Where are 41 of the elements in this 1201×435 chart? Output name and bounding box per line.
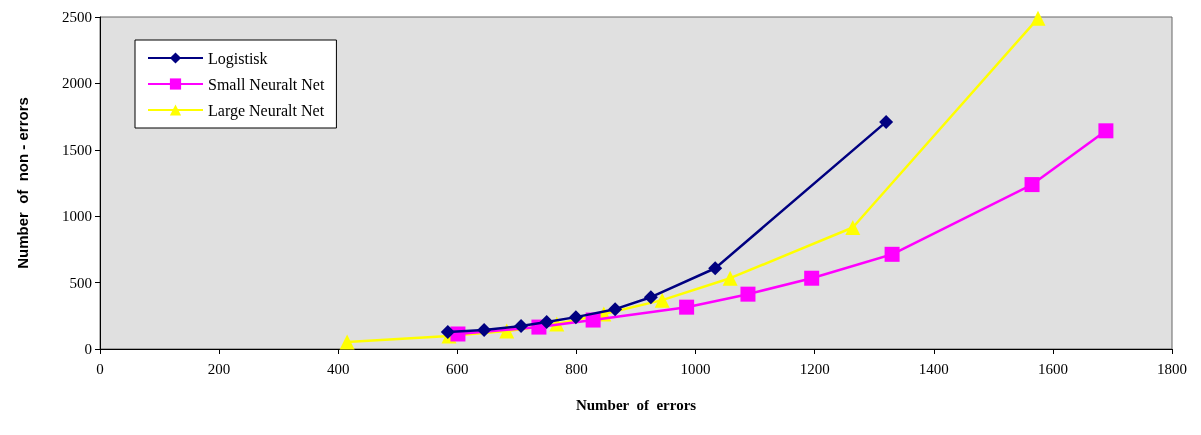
y-axis-title: Number of non - errors bbox=[14, 97, 31, 269]
point bbox=[845, 219, 861, 235]
x-tick-label: 200 bbox=[207, 360, 231, 377]
point bbox=[568, 310, 583, 325]
point bbox=[1030, 10, 1046, 26]
y-tick-label: 1500 bbox=[62, 141, 92, 158]
point bbox=[643, 290, 658, 305]
x-tick-label: 1200 bbox=[799, 360, 830, 377]
point bbox=[440, 325, 455, 339]
point bbox=[679, 299, 695, 315]
point bbox=[654, 292, 670, 308]
legend-label: Logistisk bbox=[208, 49, 268, 68]
y-tick-label: 500 bbox=[69, 274, 92, 291]
point bbox=[477, 323, 492, 338]
point bbox=[1098, 123, 1114, 139]
x-tick-label: 1800 bbox=[1157, 360, 1187, 377]
x-tick-label: 400 bbox=[326, 360, 350, 377]
x-tick-label: 0 bbox=[96, 360, 104, 377]
x-tick-label: 1600 bbox=[1037, 360, 1068, 377]
x-tick-label: 600 bbox=[446, 360, 469, 377]
point bbox=[722, 270, 738, 286]
legend-label: Large Neuralt Net bbox=[208, 101, 325, 120]
y-tick-label: 0 bbox=[84, 341, 92, 357]
y-tick-label: 2000 bbox=[62, 75, 92, 92]
point bbox=[804, 270, 820, 286]
point bbox=[514, 319, 529, 334]
x-tick-label: 800 bbox=[565, 360, 588, 377]
point bbox=[339, 334, 355, 350]
y-tick-label: 1000 bbox=[62, 208, 92, 225]
point bbox=[608, 302, 623, 317]
x-axis-title: Number of errors bbox=[575, 396, 697, 413]
point bbox=[1024, 177, 1040, 193]
point bbox=[884, 246, 900, 262]
point bbox=[879, 114, 894, 129]
point bbox=[539, 315, 554, 330]
x-tick-label: 1400 bbox=[918, 360, 949, 377]
legend-label: Small Neuralt Net bbox=[208, 75, 325, 93]
point bbox=[708, 261, 723, 276]
x-tick-label: 1000 bbox=[680, 360, 711, 377]
y-tick-label: 2500 bbox=[62, 9, 92, 25]
point bbox=[740, 286, 756, 302]
